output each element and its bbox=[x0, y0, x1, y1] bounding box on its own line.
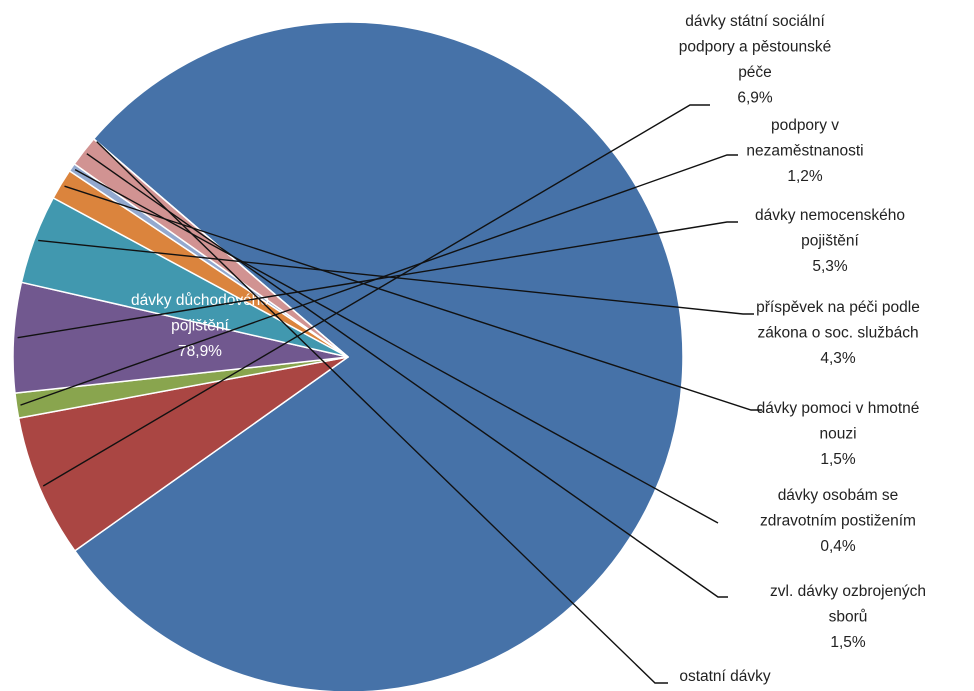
slice-value-label: 78,9% bbox=[178, 343, 222, 360]
slice-category-label: dávky státní sociální bbox=[685, 13, 825, 30]
slice-label-8: ostatní dávky0,0% bbox=[679, 668, 771, 685]
leader-line-1 bbox=[42, 104, 710, 487]
slice-label-0: dávky důchodového pojištění 78,9% bbox=[131, 292, 269, 360]
slice-label-4: příspěvek na péči podle zákona o soc. slu… bbox=[756, 299, 920, 367]
slice-label-3: dávky nemocenského pojištění 5,3% bbox=[755, 207, 905, 275]
slice-value-label: 1,2% bbox=[787, 168, 823, 185]
slice-label-2: podpory v nezaměstnanosti 1,2% bbox=[746, 117, 863, 185]
leader-line-3 bbox=[17, 221, 738, 339]
slice-category-label: zvl. dávky ozbrojených bbox=[770, 583, 926, 600]
slice-value-label: 4,3% bbox=[820, 350, 856, 367]
leader-line-4 bbox=[38, 239, 754, 315]
slice-category-label: zdravotním postižením bbox=[760, 513, 916, 530]
slice-value-label: 6,9% bbox=[737, 90, 773, 107]
slice-category-label: podpory v bbox=[771, 117, 839, 134]
slice-label-7: zvl. dávky ozbrojených sborů 1,5% bbox=[770, 583, 926, 651]
slice-label-5: dávky pomoci v hmotné nouzi 1,5% bbox=[757, 400, 920, 468]
slice-category-label: pojištění bbox=[801, 233, 859, 250]
slice-label-6: dávky osobám se zdravotním postižením 0,4% bbox=[760, 487, 916, 555]
slice-category-label: sborů bbox=[829, 609, 868, 626]
slice-value-label: 0,4% bbox=[820, 538, 856, 555]
slice-category-label: zákona o soc. službách bbox=[757, 325, 918, 342]
slice-category-label: podpory a pěstounské bbox=[679, 39, 832, 56]
slice-value-label: 1,5% bbox=[830, 634, 866, 651]
slice-0 bbox=[74, 21, 684, 691]
leader-line-7 bbox=[86, 153, 728, 598]
slice-category-label: příspěvek na péči podle bbox=[756, 299, 920, 316]
slice-category-label: nouzi bbox=[819, 426, 856, 443]
slice-category-label: ostatní dávky bbox=[679, 668, 771, 685]
slice-category-label: dávky osobám se bbox=[778, 487, 899, 504]
leader-line-8 bbox=[96, 141, 668, 684]
leader-line-5 bbox=[64, 185, 762, 411]
slice-label-1: dávky státní sociální podpory a pěstounsk… bbox=[679, 13, 832, 107]
slice-category-label: dávky důchodového bbox=[131, 292, 269, 309]
slice-category-label: dávky nemocenského bbox=[755, 207, 905, 224]
leader-line-6 bbox=[74, 168, 719, 524]
slice-1 bbox=[17, 356, 349, 552]
slice-category-label: pojištění bbox=[171, 318, 229, 335]
slice-value-label: 1,5% bbox=[820, 451, 856, 468]
leader-line-2 bbox=[20, 154, 738, 406]
slice-category-label: nezaměstnanosti bbox=[746, 143, 863, 160]
slice-value-label: 5,3% bbox=[812, 258, 848, 275]
slice-category-label: péče bbox=[738, 64, 772, 81]
slice-category-label: dávky pomoci v hmotné bbox=[757, 400, 920, 417]
